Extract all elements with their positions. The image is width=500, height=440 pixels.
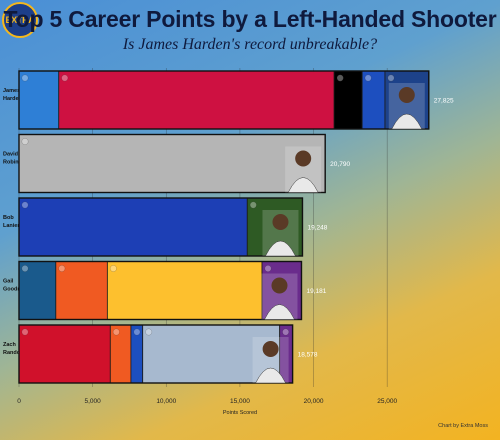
team-logo-icon	[109, 265, 117, 272]
x-tick-label: 25,000	[377, 398, 397, 405]
portrait-body	[265, 240, 296, 257]
bar-outline	[18, 133, 326, 194]
team-logo-icon	[364, 74, 372, 82]
team-logo-icon	[21, 74, 29, 82]
category-label: Bob Lanier	[3, 215, 20, 229]
bar-segment	[18, 197, 248, 257]
team-logo-icon	[21, 138, 29, 145]
bars: James Harden 27,825 David Robinson 20,790 Bob L…	[3, 70, 454, 384]
portrait-head	[295, 150, 312, 167]
chart-subtitle: Is James Harden's record unbreakable?	[122, 36, 378, 53]
player-portrait-icon	[261, 273, 298, 320]
brand-logo: EXTRA	[2, 2, 38, 38]
player-portrait-icon	[285, 146, 322, 193]
player-portrait-icon	[388, 83, 425, 130]
x-tick-label: 5,000	[84, 398, 101, 405]
portrait-body	[255, 367, 287, 384]
team-logo-icon	[282, 328, 290, 336]
bar-total-label: 20,790	[330, 161, 350, 168]
bar-segment	[18, 324, 111, 384]
team-logo-icon	[336, 74, 344, 82]
bar-segment	[58, 70, 335, 130]
bar-segment	[18, 134, 326, 193]
team-logo-icon	[264, 265, 272, 272]
category-label: David Robinson	[3, 152, 29, 166]
team-logo-icon	[112, 328, 120, 336]
portrait-head	[262, 341, 279, 357]
bar-segment	[55, 261, 108, 320]
chart-title: Top 5 Career Points by a Left-Handed Sho…	[3, 6, 497, 32]
team-logo-icon	[249, 201, 257, 209]
bar-total-label: 19,248	[307, 225, 327, 232]
bar-total-label: 19,181	[306, 288, 326, 295]
bar-total-label: 18,578	[298, 352, 318, 359]
x-tick-label: 0	[17, 398, 21, 405]
player-portrait-icon	[252, 337, 289, 384]
x-tick-label: 15,000	[230, 398, 250, 405]
portrait-body	[391, 113, 423, 130]
portrait-head	[272, 214, 289, 230]
x-axis-label: Points Scored	[223, 410, 257, 416]
player-portrait-icon	[262, 210, 299, 257]
team-logo-icon	[21, 328, 29, 336]
logo-text: EXTRA	[5, 15, 35, 25]
bar-outline	[18, 324, 294, 384]
bar-outline	[18, 197, 304, 257]
team-logo-icon	[61, 74, 69, 82]
x-tick-label: 10,000	[156, 398, 176, 405]
category-label: Gail Goodrich	[3, 279, 28, 293]
portrait-body	[287, 177, 319, 193]
team-logo-icon	[58, 265, 66, 272]
portrait-head	[271, 277, 288, 294]
category-label: James Harden	[3, 88, 23, 102]
team-logo-icon	[21, 201, 29, 209]
team-logo-icon	[21, 265, 29, 272]
bar-total-label: 27,825	[434, 98, 454, 105]
portrait-body	[264, 304, 295, 320]
x-axis: 0 5,000 10,000 15,000 20,000 25,000	[17, 398, 397, 405]
category-label: Zach Randolph	[3, 342, 29, 356]
team-logo-icon	[145, 328, 153, 336]
bar-segment	[18, 261, 57, 320]
team-logo-icon	[133, 328, 141, 336]
chart-credit: Chart by Extra Moss	[438, 423, 488, 429]
bar-outline	[18, 70, 430, 130]
team-logo-icon	[387, 74, 395, 82]
bar-outline	[18, 260, 303, 321]
x-tick-label: 20,000	[304, 398, 324, 405]
portrait-head	[398, 87, 415, 103]
bar-segment	[106, 261, 263, 320]
